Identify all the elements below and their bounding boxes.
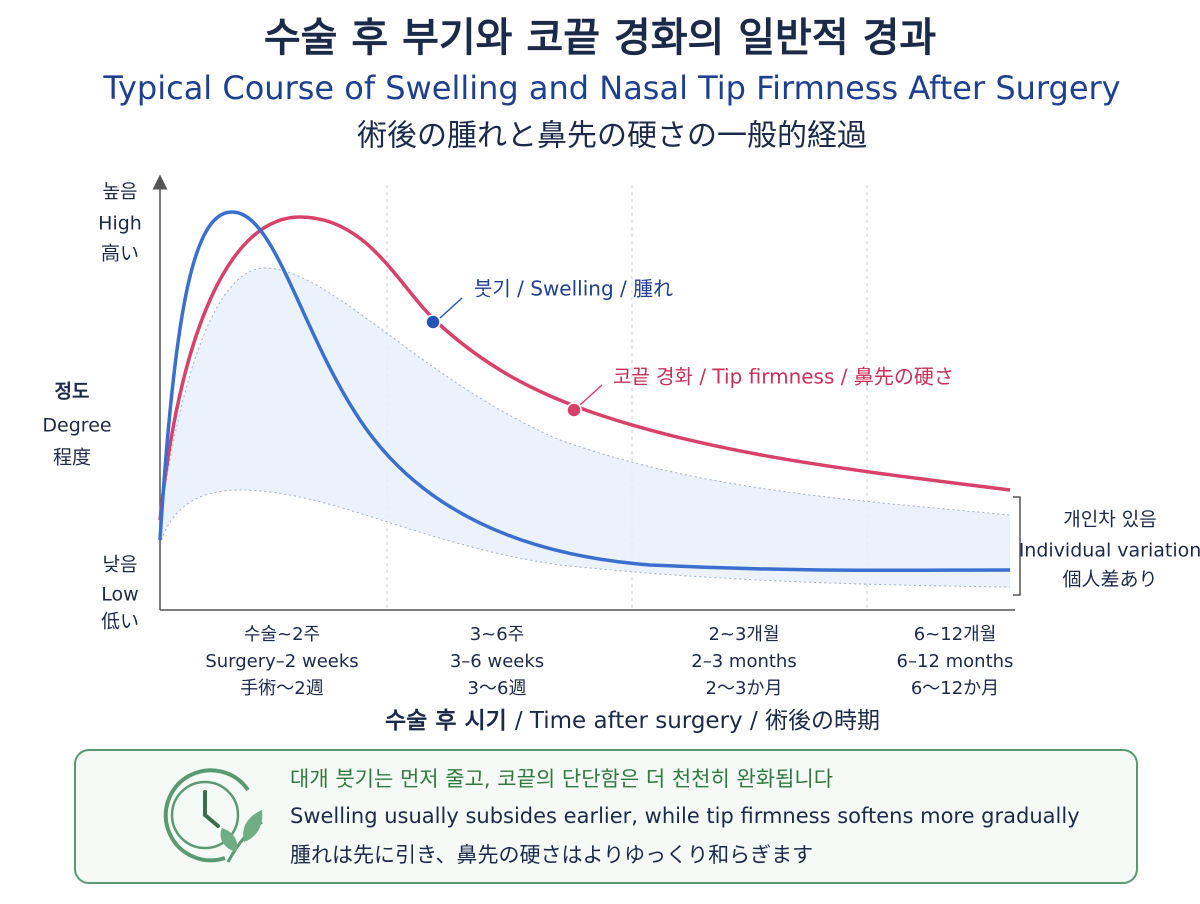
variation: 개인차 있음	[1063, 509, 1156, 531]
x-category-label: 3–6 weeks	[450, 651, 544, 672]
note-en: Swelling usually subsides earlier, while…	[290, 804, 1080, 828]
x-category-label: 2–3 months	[691, 651, 796, 672]
x-category-label: 3～6週	[468, 678, 527, 699]
y-title: 程度	[53, 447, 91, 469]
firmness-dot	[566, 402, 582, 418]
x-category-label: Surgery–2 weeks	[205, 651, 358, 672]
clock-icon	[163, 768, 263, 863]
x-category-label: 手術～2週	[240, 678, 323, 699]
y-high: 高い	[101, 243, 139, 265]
leader	[439, 297, 463, 319]
title-ko: 수술 후 부기와 코끝 경화의 일반적 경과	[264, 15, 937, 61]
variation-band	[160, 268, 1010, 587]
band-edge	[159, 489, 1011, 588]
y-low: Low	[101, 584, 138, 606]
x-category-label: 6～12か月	[911, 678, 999, 699]
y-low: 低い	[101, 611, 139, 633]
band-edge	[159, 267, 1011, 521]
y-high: 높음	[103, 181, 138, 203]
variation: 個人差あり	[1062, 569, 1157, 591]
note-ko: 대개 붓기는 먼저 줄고, 코끝의 단단함은 더 천천히 완화됩니다	[290, 767, 833, 791]
x-category-label: 수술~2주	[244, 624, 320, 645]
bracket	[1013, 496, 1021, 596]
note-ja: 腫れは先に引き、鼻先の硬さはよりゆっくり和らぎます	[290, 843, 813, 867]
firmness-label: 코끝 경화 / Tip firmness / 鼻先の硬さ	[613, 365, 954, 389]
x-category-label: 2~3개월	[708, 624, 779, 645]
title-en: Typical Course of Swelling and Nasal Tip…	[102, 69, 1120, 107]
y-high: High	[98, 213, 142, 235]
x-title-main: 수술 후 시기	[385, 708, 507, 734]
y-low: 낮음	[103, 554, 138, 576]
x-category-label: 6–12 months	[897, 651, 1014, 672]
x-category-label: 3~6주	[470, 624, 525, 645]
x-category-label: 6~12개월	[914, 624, 997, 645]
swelling-dot	[425, 314, 441, 330]
x-categories: 수술~2주 Surgery–2 weeks 手術～2週 3~6주 3–6 weeks 3～…	[205, 624, 1013, 699]
note-box	[74, 749, 1138, 884]
x-title-rest: / Time after surgery / 術後の時期	[515, 708, 880, 734]
y-title: 정도	[55, 381, 90, 403]
title-ja: 術後の腫れと鼻先の硬さの一般的経過	[357, 119, 867, 154]
swelling-label: 붓기 / Swelling / 腫れ	[474, 277, 673, 301]
x-category-label: 2～3か月	[706, 678, 783, 699]
y-title: Degree	[42, 415, 111, 437]
leader	[579, 384, 603, 406]
variation: Individual variation	[1019, 540, 1200, 562]
swelling-curve	[158, 210, 1011, 573]
x-axis-title: 수술 후 시기 / Time after surgery / 術後の時期	[385, 708, 880, 734]
